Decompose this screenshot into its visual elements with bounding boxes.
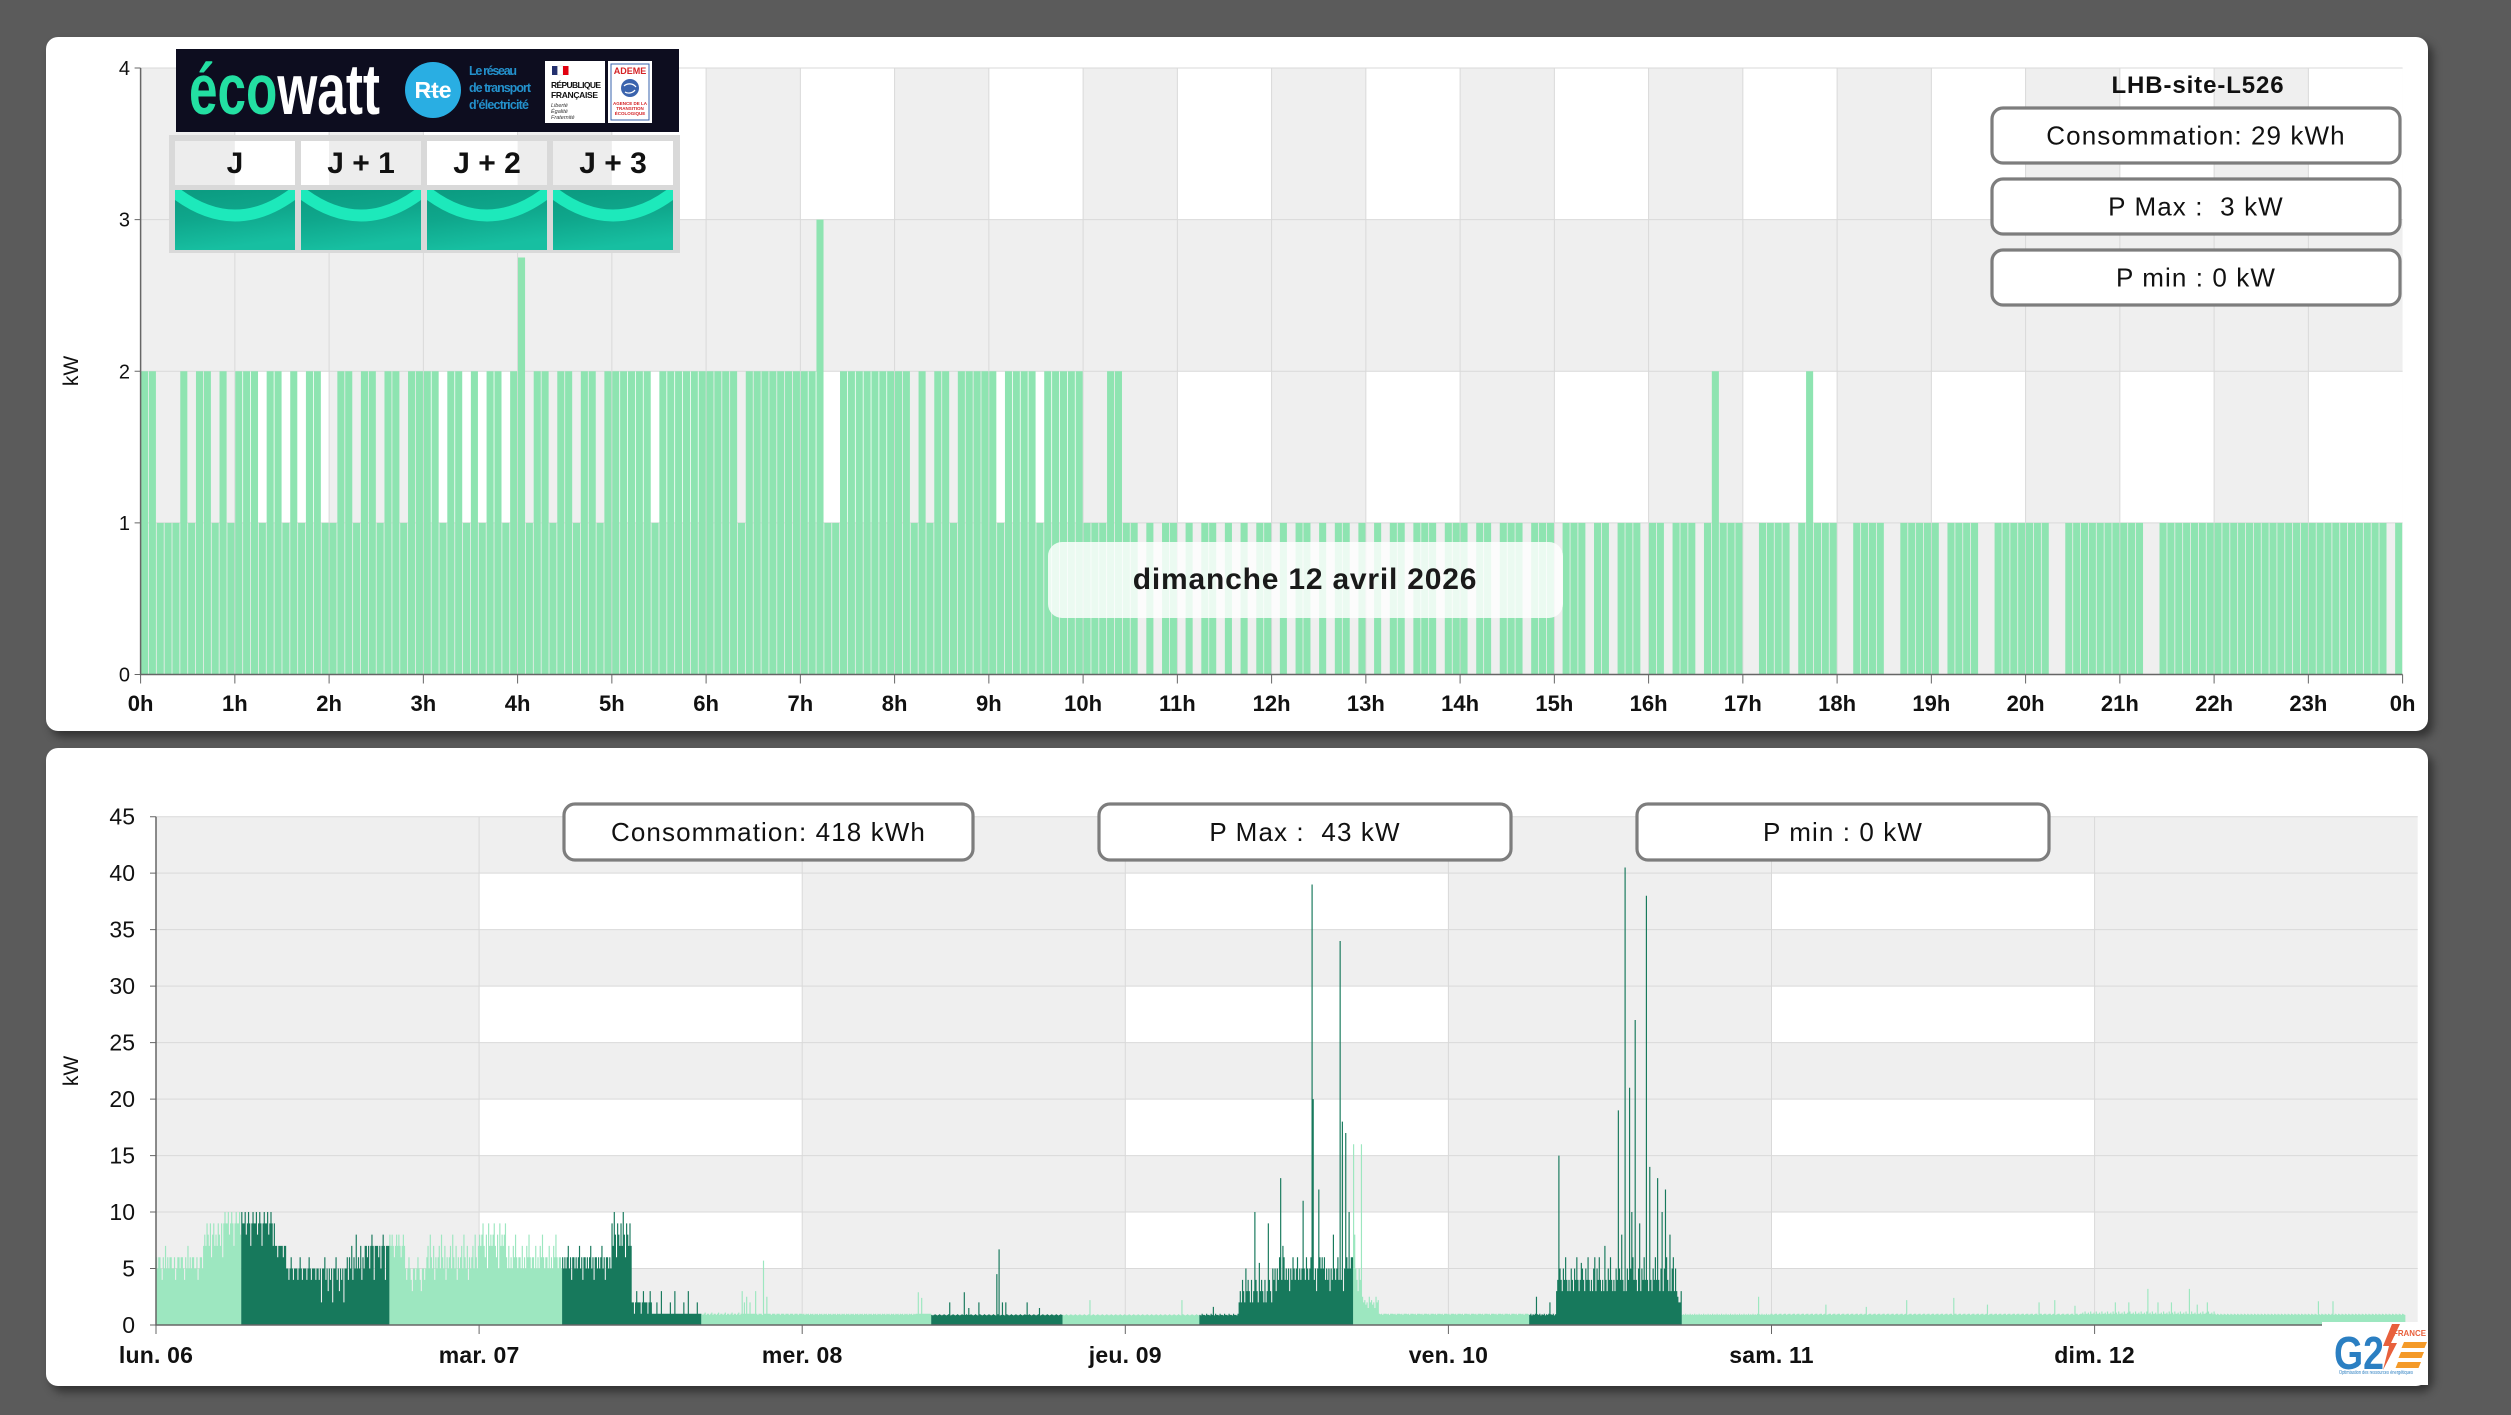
svg-text:8h: 8h <box>882 691 908 716</box>
svg-text:3h: 3h <box>411 691 437 716</box>
svg-text:7h: 7h <box>788 691 814 716</box>
svg-text:19h: 19h <box>1912 691 1950 716</box>
svg-text:22h: 22h <box>2195 691 2233 716</box>
svg-text:ÉCOLOGIQUE: ÉCOLOGIQUE <box>615 109 646 116</box>
svg-text:1: 1 <box>119 513 130 535</box>
svg-text:0: 0 <box>122 1312 135 1338</box>
svg-text:10h: 10h <box>1064 691 1102 716</box>
svg-text:5h: 5h <box>599 691 625 716</box>
svg-text:ADEME: ADEME <box>614 66 647 76</box>
svg-text:40: 40 <box>109 860 135 886</box>
svg-text:25: 25 <box>109 1030 135 1056</box>
svg-text:Le réseau: Le réseau <box>469 64 517 78</box>
svg-text:0h: 0h <box>128 691 154 716</box>
svg-text:G2: G2 <box>2334 1327 2384 1379</box>
svg-text:30: 30 <box>109 973 135 999</box>
svg-text:mar. 07: mar. 07 <box>439 1342 520 1368</box>
svg-text:ven. 10: ven. 10 <box>1409 1342 1488 1368</box>
svg-text:Égalité: Égalité <box>551 108 568 115</box>
svg-text:LHB-site-L526: LHB-site-L526 <box>2111 72 2284 99</box>
svg-text:6h: 6h <box>693 691 719 716</box>
svg-text:RÉPUBLIQUE: RÉPUBLIQUE <box>551 80 601 90</box>
svg-text:11h: 11h <box>1159 691 1196 716</box>
svg-text:15h: 15h <box>1535 691 1573 716</box>
svg-text:Consommation: 29 kWh: Consommation: 29 kWh <box>2046 121 2345 151</box>
svg-text:0h: 0h <box>2390 691 2416 716</box>
svg-text:20h: 20h <box>2007 691 2045 716</box>
svg-text:FRANÇAISE: FRANÇAISE <box>551 90 598 100</box>
svg-text:23h: 23h <box>2289 691 2327 716</box>
svg-text:lun. 06: lun. 06 <box>119 1342 193 1368</box>
svg-text:3: 3 <box>119 210 130 232</box>
svg-text:écowatt: écowatt <box>189 51 380 130</box>
svg-text:35: 35 <box>109 917 135 943</box>
svg-text:13h: 13h <box>1347 691 1385 716</box>
svg-text:12h: 12h <box>1253 691 1291 716</box>
svg-text:dim. 12: dim. 12 <box>2054 1342 2135 1368</box>
svg-text:dimanche 12 avril 2026: dimanche 12 avril 2026 <box>1133 563 1477 596</box>
svg-text:17h: 17h <box>1724 691 1762 716</box>
svg-text:Liberté: Liberté <box>551 103 568 109</box>
svg-text:J: J <box>227 147 244 180</box>
svg-text:9h: 9h <box>976 691 1002 716</box>
svg-text:kW: kW <box>60 356 83 387</box>
svg-text:AGENCE DE LA: AGENCE DE LA <box>613 101 648 106</box>
svg-text:14h: 14h <box>1441 691 1479 716</box>
svg-text:4: 4 <box>119 58 130 80</box>
svg-text:kW: kW <box>60 1056 83 1087</box>
svg-text:21h: 21h <box>2101 691 2139 716</box>
svg-text:5: 5 <box>122 1256 135 1282</box>
svg-text:sam. 11: sam. 11 <box>1729 1342 1814 1368</box>
svg-text:2h: 2h <box>316 691 342 716</box>
svg-text:45: 45 <box>109 804 135 830</box>
svg-text:Rte: Rte <box>414 77 451 103</box>
svg-text:P Max : 3 kW: P Max : 3 kW <box>2108 192 2284 222</box>
svg-text:1h: 1h <box>222 691 248 716</box>
svg-text:4h: 4h <box>505 691 531 716</box>
svg-text:0: 0 <box>119 665 130 687</box>
svg-text:d’électricité: d’électricité <box>469 98 529 112</box>
svg-text:10: 10 <box>109 1199 135 1225</box>
svg-text:P min : 0 kW: P min : 0 kW <box>1763 817 1923 847</box>
svg-text:16h: 16h <box>1630 691 1668 716</box>
svg-text:mer. 08: mer. 08 <box>762 1342 843 1368</box>
svg-text:2: 2 <box>119 361 130 383</box>
svg-text:Fraternité: Fraternité <box>551 115 575 121</box>
svg-text:P Max : 43 kW: P Max : 43 kW <box>1209 817 1400 847</box>
svg-text:J + 3: J + 3 <box>579 147 647 180</box>
svg-text:P min : 0 kW: P min : 0 kW <box>2116 263 2276 293</box>
svg-text:Optimisation des ressources én: Optimisation des ressources énergétiques <box>2339 1370 2413 1376</box>
svg-text:de transport: de transport <box>469 81 532 95</box>
svg-text:Consommation: 418 kWh: Consommation: 418 kWh <box>611 817 926 847</box>
svg-text:20: 20 <box>109 1086 135 1112</box>
svg-text:18h: 18h <box>1818 691 1856 716</box>
svg-text:15: 15 <box>109 1143 135 1169</box>
svg-text:J + 1: J + 1 <box>327 147 395 180</box>
svg-text:TRANSITION: TRANSITION <box>616 106 644 111</box>
svg-text:J + 2: J + 2 <box>453 147 521 180</box>
svg-text:jeu. 09: jeu. 09 <box>1088 1342 1162 1368</box>
svg-text:FRANCE: FRANCE <box>2393 1328 2426 1338</box>
